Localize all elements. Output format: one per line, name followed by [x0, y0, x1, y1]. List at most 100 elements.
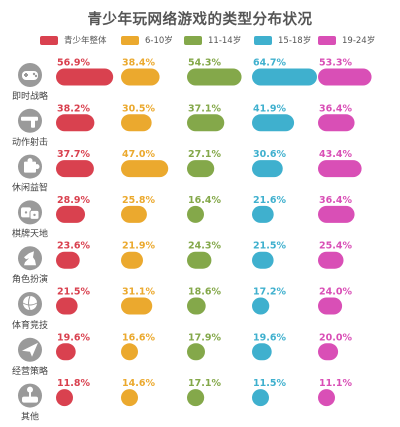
bar — [187, 389, 205, 407]
bar — [252, 251, 274, 269]
category-label: 棋牌天地 — [12, 227, 48, 239]
bar — [318, 205, 355, 223]
joystick-icon — [18, 383, 42, 408]
category-label: 其他 — [21, 411, 39, 423]
value-label: 24.3% — [188, 241, 221, 252]
bar — [56, 297, 78, 315]
value-label: 36.4% — [319, 103, 352, 114]
bar — [121, 114, 152, 132]
bar — [187, 114, 225, 132]
legend-label-15-18: 15-18岁 — [278, 36, 312, 46]
bar — [187, 68, 242, 86]
bar — [56, 205, 86, 223]
puzzle-icon — [18, 154, 42, 179]
value-label: 30.6% — [253, 149, 286, 160]
bar — [187, 251, 212, 269]
bar — [318, 68, 372, 86]
bar — [252, 114, 295, 132]
category-label: 即时战略 — [12, 90, 48, 102]
knight-icon — [18, 246, 42, 271]
bar — [318, 114, 355, 132]
bar — [318, 297, 343, 315]
value-label: 25.8% — [122, 195, 155, 206]
bar — [318, 389, 335, 407]
bar — [187, 205, 204, 223]
legend-swatch-overall — [40, 35, 58, 45]
bar — [252, 297, 270, 315]
value-label: 16.4% — [188, 195, 221, 206]
bar — [318, 251, 344, 269]
value-label: 47.0% — [122, 149, 155, 160]
bar — [121, 205, 147, 223]
bar — [56, 389, 73, 407]
value-label: 17.2% — [253, 287, 286, 298]
legend-swatch-19-24 — [318, 35, 336, 45]
bar — [318, 160, 362, 178]
value-label: 36.4% — [319, 195, 352, 206]
bar — [121, 251, 144, 269]
bar — [252, 205, 274, 223]
category-label: 动作射击 — [12, 136, 48, 148]
legend-label-19-24: 19-24岁 — [342, 36, 376, 46]
value-label: 38.4% — [122, 58, 155, 69]
value-label: 54.3% — [188, 58, 221, 69]
bar — [252, 389, 269, 407]
value-label: 14.6% — [122, 378, 155, 389]
bar — [187, 343, 205, 361]
category-label: 经营策略 — [12, 365, 48, 377]
dice-icon — [18, 200, 42, 225]
category-label: 体育竞技 — [12, 319, 48, 331]
value-label: 56.9% — [57, 58, 90, 69]
value-label: 43.4% — [319, 149, 352, 160]
bar — [121, 389, 138, 407]
value-label: 18.6% — [188, 287, 221, 298]
legend-item-11-14: 11-14岁 — [184, 34, 241, 46]
bar — [318, 343, 339, 361]
bar — [56, 251, 80, 269]
value-label: 25.4% — [319, 241, 352, 252]
bar — [56, 343, 76, 361]
value-label: 19.6% — [253, 332, 286, 343]
legend-label-overall: 青少年整体 — [64, 36, 107, 46]
bar — [121, 68, 160, 86]
bar — [252, 68, 317, 86]
bar — [56, 114, 95, 132]
legend-item-15-18: 15-18岁 — [254, 34, 311, 46]
value-label: 20.0% — [319, 332, 352, 343]
gamepad-icon — [18, 63, 42, 87]
value-label: 31.1% — [122, 287, 155, 298]
value-label: 53.3% — [319, 58, 352, 69]
value-label: 11.1% — [319, 378, 352, 389]
value-label: 38.2% — [57, 103, 90, 114]
value-label: 11.8% — [57, 378, 90, 389]
value-label: 17.9% — [188, 332, 221, 343]
chart-title: 青少年玩网络游戏的类型分布状况 — [87, 12, 313, 28]
value-label: 21.5% — [253, 241, 286, 252]
bar — [121, 343, 138, 361]
value-label: 24.0% — [319, 287, 352, 298]
category-label: 休闲益智 — [12, 182, 48, 194]
value-label: 21.9% — [122, 241, 155, 252]
value-label: 64.7% — [253, 58, 286, 69]
gun-icon — [18, 108, 42, 133]
bar — [252, 343, 272, 361]
value-label: 21.6% — [253, 195, 286, 206]
value-label: 19.6% — [57, 332, 90, 343]
value-label: 27.1% — [188, 149, 221, 160]
category-label: 角色扮演 — [12, 273, 48, 285]
bar — [121, 297, 153, 315]
legend-item-6-10: 6-10岁 — [121, 34, 173, 46]
value-label: 37.7% — [57, 149, 90, 160]
value-label: 28.9% — [57, 195, 90, 206]
value-label: 17.1% — [188, 378, 221, 389]
value-label: 21.5% — [57, 287, 90, 298]
bar — [187, 160, 215, 178]
legend-item-overall: 青少年整体 — [40, 34, 107, 46]
value-label: 30.5% — [122, 103, 155, 114]
bar — [121, 160, 169, 178]
airplane-icon — [18, 337, 42, 362]
bar — [252, 160, 283, 178]
bar — [187, 297, 206, 315]
value-label: 16.6% — [122, 332, 155, 343]
